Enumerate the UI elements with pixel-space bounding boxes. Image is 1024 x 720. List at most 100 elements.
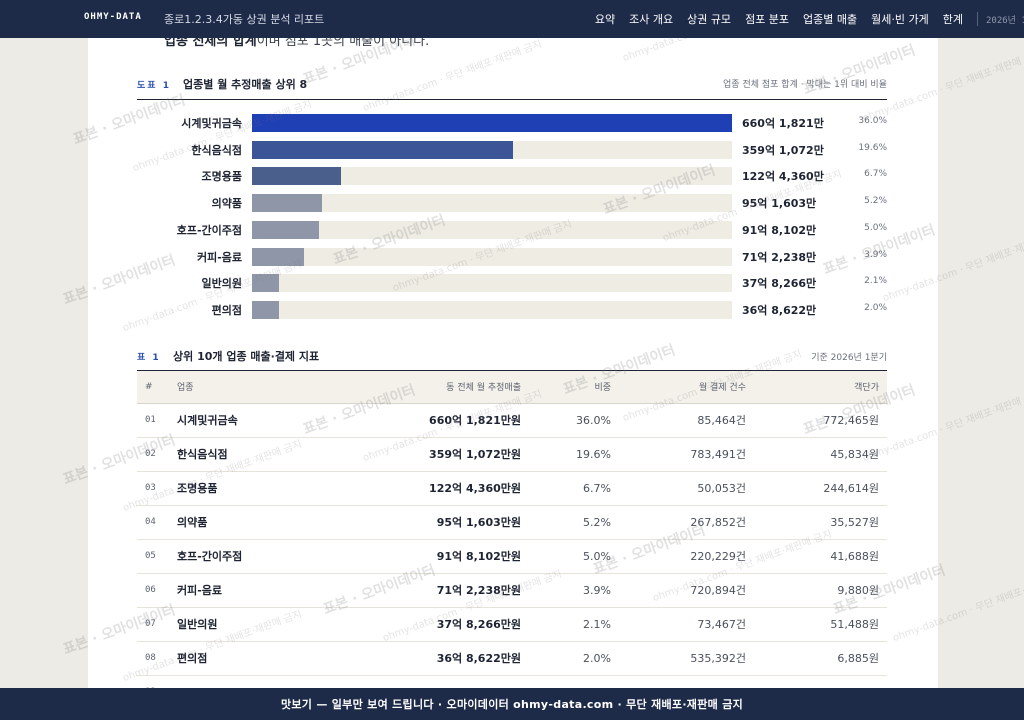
nav-item-summary[interactable]: 요약 xyxy=(594,13,616,26)
bar-value-label: 37억 8,266만 xyxy=(742,277,817,291)
row-avg-ticket: 45,834원 xyxy=(754,437,887,472)
intro-rest: 이며 점포 1곳의 매출이 아니다. xyxy=(256,38,430,49)
intro-text-fragment: 업종 전체의 합계이며 점포 1곳의 매출이 아니다. xyxy=(164,38,429,49)
row-share: 19.6% xyxy=(529,437,619,472)
figure-title: 업종별 월 추정매출 상위 8 xyxy=(183,78,308,91)
row-industry: 일반의원 xyxy=(169,607,369,642)
bar-share-label: 6.7% xyxy=(864,169,887,180)
row-monthly-sales: 122억 4,360만원 xyxy=(369,471,529,506)
bar-category-label: 호프-간이주점 xyxy=(176,223,242,237)
bar-category-label: 의약품 xyxy=(211,197,242,211)
row-share: 36.0% xyxy=(529,403,619,438)
row-rank: 07 xyxy=(137,607,169,642)
table-row: 04 의약품 95억 1,603만원 5.2% 267,852건 35,527원 xyxy=(137,505,887,540)
table-row: 09 xyxy=(137,675,887,688)
bar-share-label: 36.0% xyxy=(858,116,887,126)
bar-value-label: 36억 8,622만 xyxy=(742,303,817,317)
bar-track xyxy=(252,167,732,186)
table-title: 상위 10개 업종 매출·결제 지표 xyxy=(173,350,320,363)
bar-category-label: 시계및귀금속 xyxy=(181,117,242,130)
table-row: 08 편의점 36억 8,622만원 2.0% 535,392건 6,885원 xyxy=(137,641,887,676)
top-navigation-bar: OHMY-DATA 종로1.2.3.4가동 상권 분석 리포트 요약 조사 개요… xyxy=(0,0,1024,38)
figure-header: 도표 1 업종별 월 추정매출 상위 8 업종 전체 점포 합계 · 막대는 1… xyxy=(137,74,887,100)
report-title: 종로1.2.3.4가동 상권 분석 리포트 xyxy=(164,13,325,26)
bar-share-label: 19.6% xyxy=(858,142,887,153)
bar-track xyxy=(252,220,732,239)
figure-note: 업종 전체 점포 합계 · 막대는 1위 대비 비율 xyxy=(723,80,887,90)
row-rank: 05 xyxy=(137,539,169,574)
bar-value-label: 122억 4,360만 xyxy=(742,170,824,184)
bar xyxy=(252,194,322,213)
row-rank: 03 xyxy=(137,471,169,506)
row-share: 3.9% xyxy=(529,573,619,608)
nav-item-rent-vacancy[interactable]: 월세·빈 가게 xyxy=(871,13,929,26)
table-row: 06 커피-음료 71억 2,238만원 3.9% 720,894건 9,880원 xyxy=(137,573,887,608)
nav-item-survey-overview[interactable]: 조사 개요 xyxy=(629,13,674,26)
nav-item-market-size[interactable]: 상권 규모 xyxy=(687,13,732,26)
row-monthly-sales: 71억 2,238만원 xyxy=(369,573,529,608)
table-header: 표 1 상위 10개 업종 매출·결제 지표 기준 2026년 1분기 xyxy=(137,341,887,371)
industry-metrics-table: # 업종 동 전체 월 추정매출 비중 월 결제 건수 객단가 01 시계및귀금속… xyxy=(137,371,887,688)
bar-category-label: 조명용품 xyxy=(201,170,242,184)
bar xyxy=(252,300,279,319)
row-industry: 의약품 xyxy=(169,505,369,540)
row-share xyxy=(529,675,619,688)
bar-track xyxy=(252,247,732,266)
bar-value-label: 359억 1,072만 xyxy=(742,143,824,157)
row-monthly-sales: 91억 8,102만원 xyxy=(369,539,529,574)
nav-item-store-distribution[interactable]: 점포 분포 xyxy=(745,13,790,26)
row-industry: 조명용품 xyxy=(169,471,369,506)
nav-item-sales-by-industry[interactable]: 업종별 매출 xyxy=(803,13,858,26)
bar-category-label: 편의점 xyxy=(211,303,242,317)
row-rank: 01 xyxy=(137,403,169,438)
row-industry: 시계및귀금속 xyxy=(169,403,369,438)
table-row: 07 일반의원 37억 8,266만원 2.1% 73,467건 51,488원 xyxy=(137,607,887,642)
section-nav: 요약 조사 개요 상권 규모 점포 분포 업종별 매출 월세·빈 가게 한계 2… xyxy=(595,0,1024,38)
row-avg-ticket: 51,488원 xyxy=(754,607,887,642)
col-header-industry: 업종 xyxy=(169,371,369,404)
bar-track xyxy=(252,274,732,293)
row-rank: 09 xyxy=(137,675,169,688)
nav-item-limitations[interactable]: 한계 xyxy=(942,13,963,26)
row-rank: 04 xyxy=(137,505,169,540)
col-header-monthly-sales: 동 전체 월 추정매출 xyxy=(369,371,529,404)
bar-row: 한식음식점 359억 1,072만 19.6% xyxy=(88,140,938,159)
row-monthly-sales: 660억 1,821만원 xyxy=(369,403,529,438)
bar-category-label: 커피-음료 xyxy=(196,250,242,264)
row-share: 6.7% xyxy=(529,471,619,506)
row-avg-ticket: 35,527원 xyxy=(754,505,887,540)
row-share: 2.1% xyxy=(529,607,619,642)
col-header-share: 비중 xyxy=(529,371,619,404)
row-payment-count: 73,467건 xyxy=(619,607,754,642)
row-industry xyxy=(169,675,369,688)
bar-value-label: 95억 1,603만 xyxy=(742,197,817,211)
table-header-row: # 업종 동 전체 월 추정매출 비중 월 결제 건수 객단가 xyxy=(137,371,887,404)
row-monthly-sales: 36억 8,622만원 xyxy=(369,641,529,676)
bar xyxy=(252,140,514,159)
intro-bold: 업종 전체의 합계 xyxy=(164,38,257,49)
bar xyxy=(252,274,280,293)
bar xyxy=(252,167,342,186)
row-rank: 06 xyxy=(137,573,169,608)
bar-track xyxy=(252,140,732,159)
row-industry: 한식음식점 xyxy=(169,437,369,472)
row-industry: 편의점 xyxy=(169,641,369,676)
bar-value-label: 71억 2,238만 xyxy=(742,250,817,264)
row-share: 2.0% xyxy=(529,641,619,676)
row-payment-count: 220,229건 xyxy=(619,539,754,574)
table-row: 03 조명용품 122억 4,360만원 6.7% 50,053건 244,614원 xyxy=(137,471,887,506)
table-row: 05 호프-간이주점 91억 8,102만원 5.0% 220,229건 41,688원 xyxy=(137,539,887,574)
table-row: 02 한식음식점 359억 1,072만원 19.6% 783,491건 45,834원 xyxy=(137,437,887,472)
row-payment-count: 720,894건 xyxy=(619,573,754,608)
bar-row: 편의점 36억 8,622만 2.0% xyxy=(88,300,938,319)
bar-share-label: 2.1% xyxy=(864,276,887,287)
row-industry: 호프-간이주점 xyxy=(169,539,369,574)
bar-row: 일반의원 37억 8,266만 2.1% xyxy=(88,274,938,293)
bar-category-label: 일반의원 xyxy=(201,277,242,291)
brand-logo[interactable]: OHMY-DATA xyxy=(84,12,142,22)
bar-category-label: 한식음식점 xyxy=(191,143,242,157)
row-avg-ticket: 41,688원 xyxy=(754,539,887,574)
table-note: 기준 2026년 1분기 xyxy=(811,353,887,363)
bar-share-label: 2.0% xyxy=(864,302,887,313)
bar-value-label: 91억 8,102만 xyxy=(742,223,817,237)
